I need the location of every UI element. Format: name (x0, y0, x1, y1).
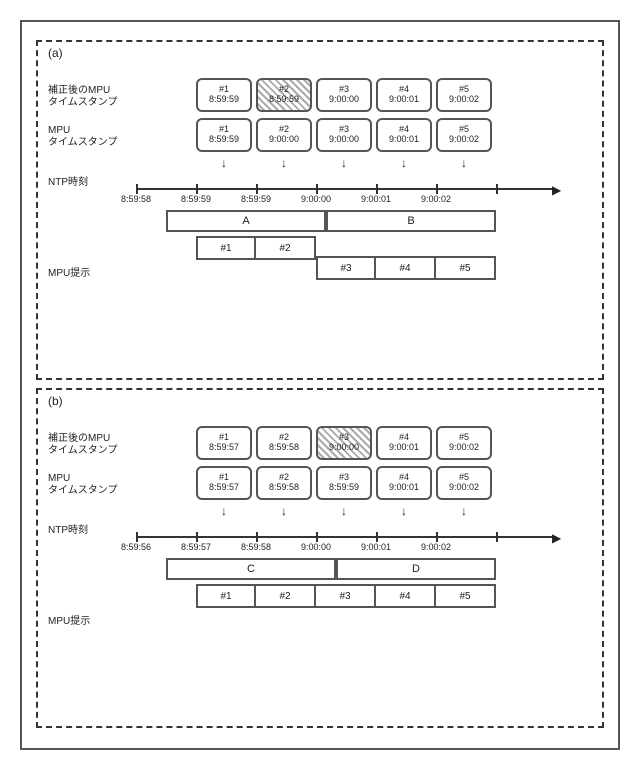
timestamp-box: #49:00:01 (376, 466, 432, 500)
range-bar: B (326, 210, 496, 232)
label-mpu-presentation: MPU提示 (48, 558, 136, 638)
arrow-down-icon: ↓ (376, 158, 432, 172)
timestamp-box: #28:59:58 (256, 466, 312, 500)
mpu-slot: #3 (316, 256, 376, 280)
mpu-slot: #5 (436, 256, 496, 280)
mpu-slot: #2 (256, 584, 316, 608)
panel: (b)補正後のMPUタイムスタンプMPUタイムスタンプNTP時刻MPU提示#18… (36, 388, 604, 728)
axis-tick-label: 8:59:59 (241, 194, 271, 204)
axis-tick (376, 532, 378, 542)
axis-tick-label: 9:00:01 (361, 194, 391, 204)
timestamp-box: #18:59:57 (196, 466, 252, 500)
time-axis (136, 188, 556, 190)
timestamp-box: #59:00:02 (436, 78, 492, 112)
axis-tick-label: 9:00:01 (361, 542, 391, 552)
arrow-down-icon: ↓ (256, 506, 312, 520)
timestamp-box: #59:00:02 (436, 426, 492, 460)
axis-tick (256, 532, 258, 542)
arrow-down-icon: ↓ (436, 158, 492, 172)
timestamp-box: #39:00:00 (316, 426, 372, 460)
panel-label: (a) (48, 46, 63, 60)
arrow-down-icon: ↓ (436, 506, 492, 520)
label-corrected-mpu: 補正後のMPUタイムスタンプ (48, 426, 136, 464)
axis-tick-label: 9:00:02 (421, 194, 451, 204)
timestamp-box: #28:59:59 (256, 78, 312, 112)
arrow-down-icon: ↓ (316, 158, 372, 172)
timestamp-box: #38:59:59 (316, 466, 372, 500)
timestamp-box: #49:00:01 (376, 118, 432, 152)
panel-label: (b) (48, 394, 63, 408)
axis-tick (436, 532, 438, 542)
axis-tick (436, 184, 438, 194)
timestamp-box: #39:00:00 (316, 78, 372, 112)
timestamp-box: #49:00:01 (376, 78, 432, 112)
range-bar: D (336, 558, 496, 580)
timestamp-box: #18:59:57 (196, 426, 252, 460)
mpu-slot: #4 (376, 584, 436, 608)
mpu-slot: #4 (376, 256, 436, 280)
axis-tick-label: 9:00:02 (421, 542, 451, 552)
timestamp-box: #18:59:59 (196, 118, 252, 152)
timestamp-box: #39:00:00 (316, 118, 372, 152)
axis-tick (196, 532, 198, 542)
label-mpu-presentation: MPU提示 (48, 210, 136, 290)
label-mpu: MPUタイムスタンプ (48, 466, 136, 504)
label-corrected-mpu: 補正後のMPUタイムスタンプ (48, 78, 136, 116)
axis-tick (256, 184, 258, 194)
arrow-down-icon: ↓ (256, 158, 312, 172)
panel: (a)補正後のMPUタイムスタンプMPUタイムスタンプNTP時刻MPU提示#18… (36, 40, 604, 380)
axis-arrow-icon: ▶ (552, 183, 561, 197)
axis-tick-label: 8:59:57 (181, 542, 211, 552)
time-axis (136, 536, 556, 538)
axis-arrow-icon: ▶ (552, 531, 561, 545)
timestamp-box: #59:00:02 (436, 118, 492, 152)
range-bar: A (166, 210, 326, 232)
axis-tick (496, 184, 498, 194)
label-mpu: MPUタイムスタンプ (48, 118, 136, 156)
range-bar: C (166, 558, 336, 580)
axis-tick-label: 8:59:58 (121, 194, 151, 204)
mpu-slot: #2 (256, 236, 316, 260)
mpu-slot: #1 (196, 236, 256, 260)
axis-tick-label: 8:59:58 (241, 542, 271, 552)
arrow-down-icon: ↓ (376, 506, 432, 520)
axis-tick (316, 532, 318, 542)
axis-tick-label: 8:59:59 (181, 194, 211, 204)
axis-tick-label: 9:00:00 (301, 194, 331, 204)
timestamp-box: #59:00:02 (436, 466, 492, 500)
arrow-down-icon: ↓ (196, 158, 252, 172)
axis-tick (316, 184, 318, 194)
axis-tick (376, 184, 378, 194)
timestamp-box: #28:59:58 (256, 426, 312, 460)
axis-tick (196, 184, 198, 194)
axis-tick (136, 532, 138, 542)
axis-tick-label: 8:59:56 (121, 542, 151, 552)
axis-tick-label: 9:00:00 (301, 542, 331, 552)
arrow-down-icon: ↓ (196, 506, 252, 520)
outer-frame: (a)補正後のMPUタイムスタンプMPUタイムスタンプNTP時刻MPU提示#18… (20, 20, 620, 750)
axis-tick (496, 532, 498, 542)
timestamp-box: #49:00:01 (376, 426, 432, 460)
timestamp-box: #29:00:00 (256, 118, 312, 152)
mpu-slot: #1 (196, 584, 256, 608)
mpu-slot: #3 (316, 584, 376, 608)
arrow-down-icon: ↓ (316, 506, 372, 520)
axis-tick (136, 184, 138, 194)
mpu-slot: #5 (436, 584, 496, 608)
timestamp-box: #18:59:59 (196, 78, 252, 112)
